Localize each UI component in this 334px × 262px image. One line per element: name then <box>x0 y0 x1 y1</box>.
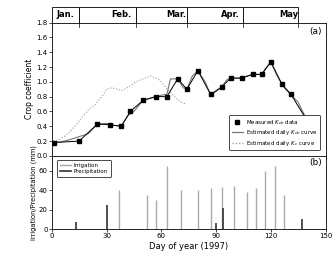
FancyBboxPatch shape <box>52 7 79 23</box>
Text: (a): (a) <box>309 26 322 36</box>
Text: Apr.: Apr. <box>221 10 240 19</box>
Text: Jan.: Jan. <box>56 10 74 19</box>
Text: May: May <box>280 10 299 19</box>
FancyBboxPatch shape <box>136 7 187 23</box>
Text: Mar.: Mar. <box>166 10 186 19</box>
FancyBboxPatch shape <box>187 7 243 23</box>
FancyBboxPatch shape <box>243 7 298 23</box>
Y-axis label: Crop coefficient: Crop coefficient <box>25 59 34 119</box>
Text: Feb.: Feb. <box>111 10 131 19</box>
Text: (b): (b) <box>309 158 322 167</box>
FancyBboxPatch shape <box>79 7 136 23</box>
Legend: Measured $K_{cb}$ data, Estimated daily $K_{cb}$ curve, Estimated daily $K_c$ cu: Measured $K_{cb}$ data, Estimated daily … <box>229 115 320 150</box>
X-axis label: Day of year (1997): Day of year (1997) <box>149 242 228 251</box>
Y-axis label: Irrigation/Precipitation (mm): Irrigation/Precipitation (mm) <box>31 145 37 240</box>
Legend: Irrigation, Precipitation: Irrigation, Precipitation <box>57 160 111 177</box>
